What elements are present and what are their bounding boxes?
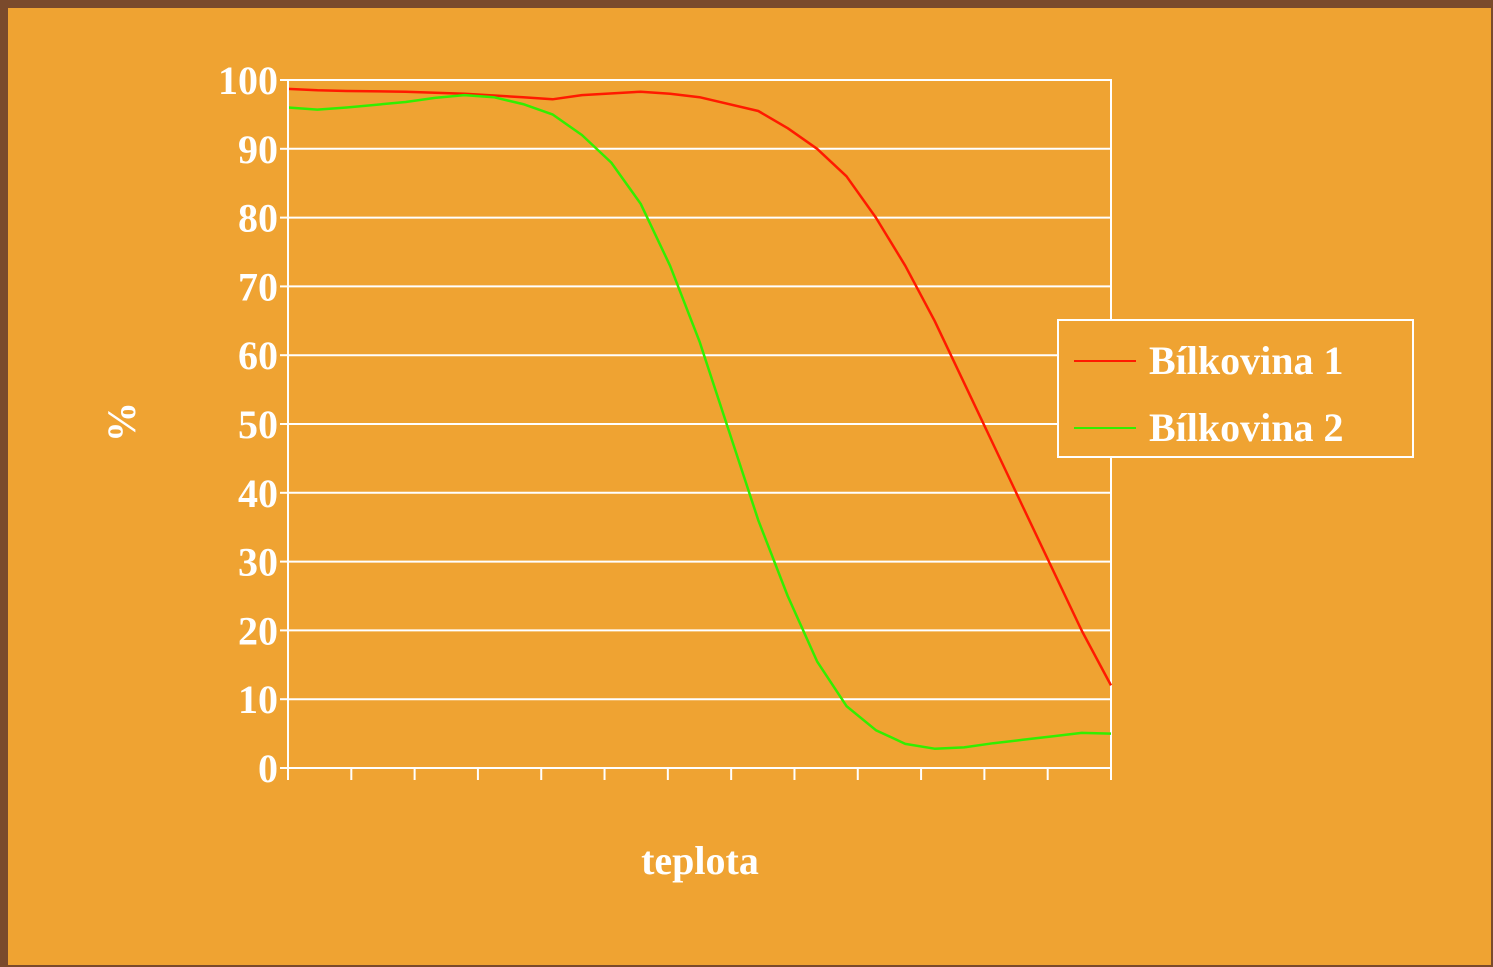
slide-background: 0 10 20 30 40 50 60 70 80 90 100 teplota % Bílkovi…	[8, 8, 1491, 965]
y-tick-label-70: 70	[238, 264, 278, 309]
y-tick-label-80: 80	[238, 196, 278, 241]
y-tick-label-90: 90	[238, 127, 278, 172]
legend: Bílkovina 1 Bílkovina 2	[1057, 319, 1414, 458]
y-tick-label-100: 100	[218, 58, 278, 103]
x-axis-title: teplota	[641, 838, 759, 883]
y-tick-label-0: 0	[258, 746, 278, 791]
y-tick-label-50: 50	[238, 402, 278, 447]
y-axis-tick-labels: 0 10 20 30 40 50 60 70 80 90 100	[218, 58, 288, 791]
y-tick-label-60: 60	[238, 333, 278, 378]
y-tick-label-30: 30	[238, 540, 278, 585]
y-tick-label-20: 20	[238, 608, 278, 653]
x-axis-tick-marks	[287, 768, 1112, 780]
legend-label-bilkovina-2: Bílkovina 2	[1149, 405, 1344, 450]
series-line-2	[287, 93, 1112, 750]
legend-box	[1057, 319, 1414, 458]
y-tick-label-40: 40	[238, 471, 278, 516]
series-line-1	[287, 87, 1113, 686]
legend-label-bilkovina-1: Bílkovina 1	[1149, 338, 1344, 383]
y-tick-label-10: 10	[238, 677, 278, 722]
y-axis-title: %	[99, 402, 144, 442]
series-lines	[287, 87, 1113, 750]
gridlines	[288, 79, 1111, 701]
line-chart: 0 10 20 30 40 50 60 70 80 90 100 teplota % Bílkovi…	[99, 58, 1414, 883]
